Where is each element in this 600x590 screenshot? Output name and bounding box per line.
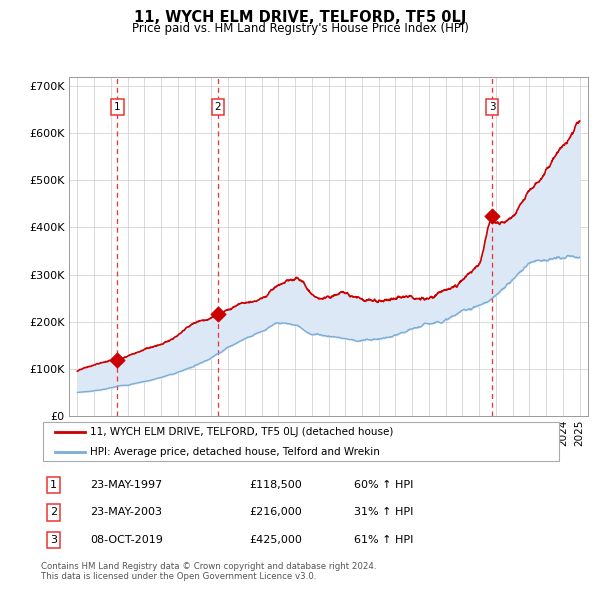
Text: 08-OCT-2019: 08-OCT-2019	[91, 535, 163, 545]
Text: £216,000: £216,000	[250, 507, 302, 517]
Text: £118,500: £118,500	[250, 480, 302, 490]
Text: Price paid vs. HM Land Registry's House Price Index (HPI): Price paid vs. HM Land Registry's House …	[131, 22, 469, 35]
Text: Contains HM Land Registry data © Crown copyright and database right 2024.: Contains HM Land Registry data © Crown c…	[41, 562, 376, 571]
Point	[213, 309, 223, 319]
Text: HPI: Average price, detached house, Telford and Wrekin: HPI: Average price, detached house, Telf…	[91, 447, 380, 457]
Text: 2: 2	[215, 102, 221, 112]
Text: 11, WYCH ELM DRIVE, TELFORD, TF5 0LJ: 11, WYCH ELM DRIVE, TELFORD, TF5 0LJ	[134, 10, 466, 25]
Text: 11, WYCH ELM DRIVE, TELFORD, TF5 0LJ (detached house): 11, WYCH ELM DRIVE, TELFORD, TF5 0LJ (de…	[91, 427, 394, 437]
Text: 31% ↑ HPI: 31% ↑ HPI	[354, 507, 413, 517]
Text: 3: 3	[489, 102, 496, 112]
Text: This data is licensed under the Open Government Licence v3.0.: This data is licensed under the Open Gov…	[41, 572, 316, 581]
Text: 61% ↑ HPI: 61% ↑ HPI	[354, 535, 413, 545]
Text: 23-MAY-1997: 23-MAY-1997	[91, 480, 163, 490]
Text: 1: 1	[50, 480, 57, 490]
Text: 3: 3	[50, 535, 57, 545]
Text: 60% ↑ HPI: 60% ↑ HPI	[354, 480, 413, 490]
Point	[487, 211, 497, 221]
Text: 23-MAY-2003: 23-MAY-2003	[91, 507, 163, 517]
Text: 1: 1	[114, 102, 121, 112]
Text: 2: 2	[50, 507, 57, 517]
Point	[113, 355, 122, 365]
Text: £425,000: £425,000	[250, 535, 302, 545]
FancyBboxPatch shape	[43, 422, 559, 461]
